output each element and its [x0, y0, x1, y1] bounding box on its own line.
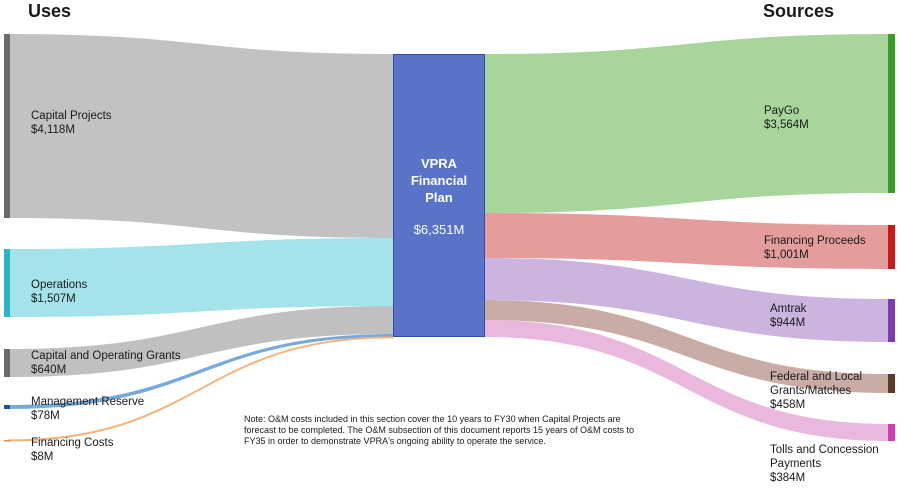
source-label-paygo: PayGo $3,564M	[764, 104, 809, 132]
source-value: $1,001M	[764, 249, 809, 261]
center-title: VPRA Financial Plan	[394, 155, 484, 206]
use-value: $640M	[31, 364, 67, 376]
source-node-bar-0	[888, 34, 895, 193]
source-value: $384M	[770, 472, 806, 484]
use-node-bar-0	[4, 34, 10, 218]
source-node-bar-1	[888, 225, 895, 269]
source-label-financing-proceeds: Financing Proceeds $1,001M	[764, 234, 866, 262]
use-label-financing-costs: Financing Costs $8M	[31, 436, 113, 464]
use-value: $78M	[31, 410, 60, 422]
source-name: Tolls and Concession Payments	[770, 444, 879, 470]
source-value: $458M	[770, 399, 806, 411]
use-node-bar-2	[4, 349, 10, 377]
source-name: Financing Proceeds	[764, 235, 866, 247]
use-node-bar-1	[4, 249, 10, 317]
source-node-bar-3	[888, 374, 895, 393]
center-title-line: Financial	[410, 173, 468, 188]
use-label-management-reserve: Management Reserve $78M	[31, 395, 144, 423]
use-name: Capital and Operating Grants	[31, 350, 181, 362]
use-node-bar-3	[4, 405, 10, 409]
use-node-bar-4	[4, 440, 10, 442]
use-flow-1	[8, 238, 393, 317]
use-name: Management Reserve	[31, 396, 145, 408]
sources-header: Sources	[763, 1, 835, 21]
source-flow-1	[485, 213, 889, 269]
center-title-line: VPRA	[420, 156, 458, 171]
source-flow-3	[485, 300, 889, 393]
use-label-operations: Operations $1,507M	[31, 278, 87, 306]
use-value: $4,118M	[31, 124, 75, 136]
sankey-flows	[7, 34, 889, 442]
source-label-federal-local: Federal and Local Grants/Matches $458M	[770, 370, 870, 412]
use-value: $8M	[31, 451, 54, 463]
source-flow-4	[485, 320, 889, 441]
use-flow-0	[8, 34, 393, 238]
source-flow-0	[485, 34, 889, 213]
footnote: Note: O&M costs included in this section…	[244, 414, 635, 446]
use-label-capital-projects: Capital Projects $4,118M	[31, 109, 112, 137]
source-flow-2	[485, 258, 889, 342]
use-name: Financing Costs	[31, 437, 114, 449]
use-name: Capital Projects	[31, 110, 112, 122]
center-node: VPRA Financial Plan $6,351M	[393, 54, 485, 337]
source-value: $944M	[770, 317, 806, 329]
source-name: PayGo	[764, 105, 800, 117]
use-name: Operations	[31, 279, 88, 291]
center-title-line: Plan	[425, 190, 453, 205]
use-flow-3	[8, 334, 393, 409]
sankey-node-bars	[4, 34, 895, 442]
use-label-grants: Capital and Operating Grants $640M	[31, 349, 181, 377]
source-name: Amtrak	[770, 303, 807, 315]
use-flow-4	[7, 336, 394, 442]
source-label-tolls: Tolls and Concession Payments $384M	[770, 443, 890, 485]
source-node-bar-4	[888, 424, 895, 441]
source-node-bar-2	[888, 299, 895, 342]
source-value: $3,564M	[764, 119, 809, 131]
uses-header: Uses	[28, 1, 72, 21]
use-flow-2	[8, 306, 393, 377]
center-value: $6,351M	[413, 222, 465, 237]
use-value: $1,507M	[31, 293, 76, 305]
source-label-amtrak: Amtrak $944M	[770, 302, 806, 330]
source-name: Federal and Local Grants/Matches	[770, 371, 863, 397]
